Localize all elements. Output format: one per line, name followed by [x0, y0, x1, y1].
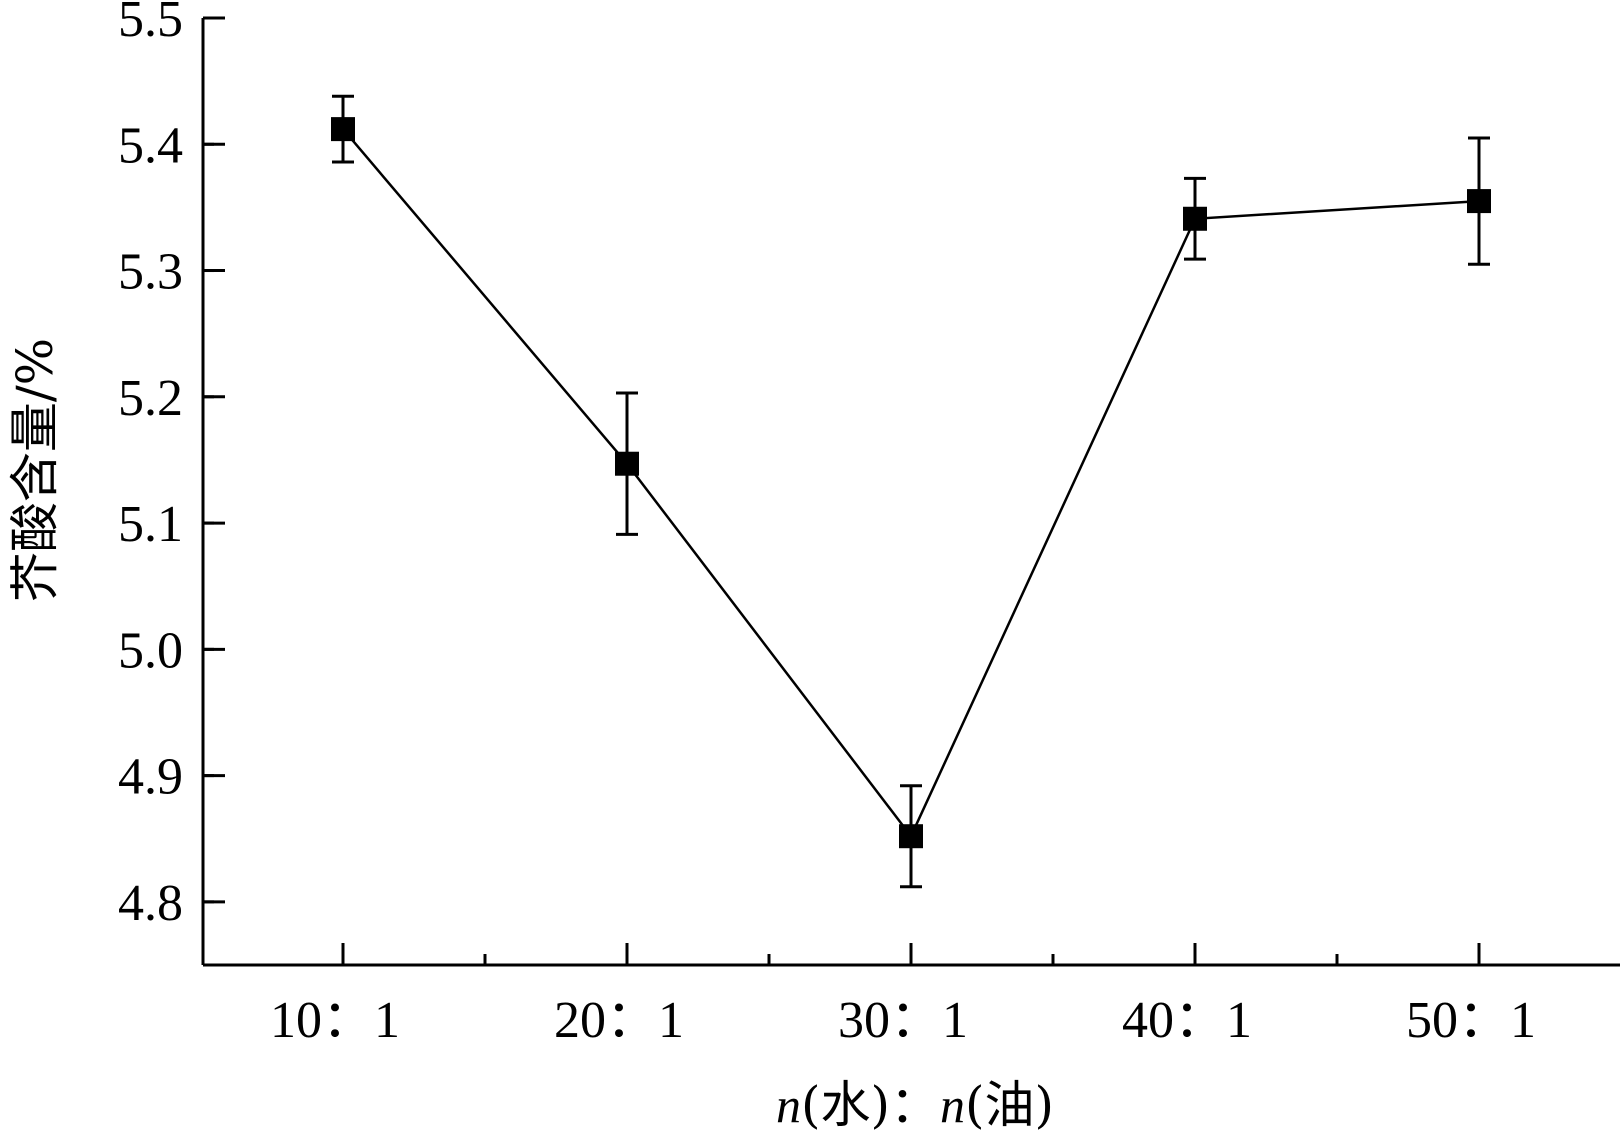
y-ticks: 4.8 4.9 5.0 5.1 5.2 5.3 5.4 5.5	[118, 0, 225, 932]
x-tick-label: 10：1	[270, 992, 400, 1049]
y-tick-label: 5.2	[118, 370, 183, 427]
y-tick-label: 5.4	[118, 117, 183, 174]
y-tick-label: 4.8	[118, 875, 183, 932]
x-ticks: 10：1 20：1 30：1 40：1 50：1	[270, 943, 1536, 1049]
data-point	[615, 451, 639, 476]
y-tick-label: 5.0	[118, 622, 183, 679]
data-series	[331, 94, 1491, 889]
data-point	[1183, 206, 1207, 231]
y-tick-label: 5.1	[118, 496, 183, 553]
y-tick-label: 5.5	[118, 0, 183, 48]
x-tick-label: 40：1	[1122, 992, 1252, 1049]
series-line	[342, 128, 1480, 839]
y-tick-label: 4.9	[118, 749, 183, 806]
y-axis-title: 芥酸含量/%	[6, 338, 64, 602]
y-tick-label: 5.3	[118, 244, 183, 301]
data-point	[1467, 189, 1491, 214]
data-point	[899, 824, 923, 849]
x-axis-title: n(水)：n(油)	[776, 1076, 1054, 1134]
x-tick-label: 50：1	[1406, 992, 1536, 1049]
data-point	[331, 117, 355, 142]
x-tick-label: 20：1	[554, 992, 684, 1049]
x-tick-label: 30：1	[838, 992, 968, 1049]
